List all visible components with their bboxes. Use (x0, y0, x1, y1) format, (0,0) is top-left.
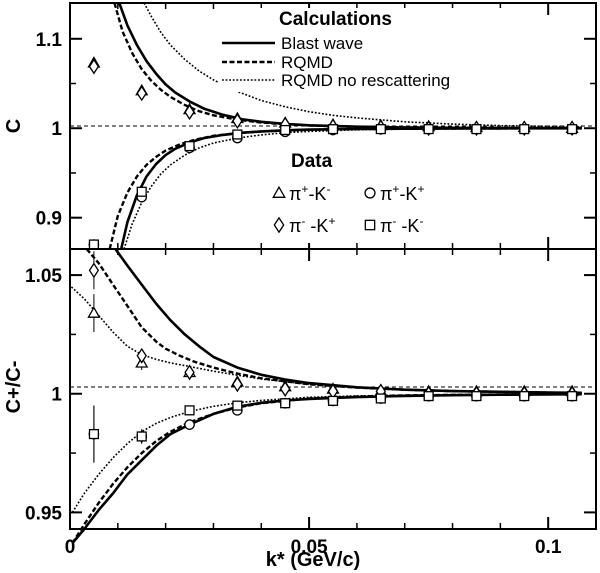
top-point-piminus-minuskminus (423, 124, 434, 135)
bottom-point-piminus-minuskplus (88, 262, 100, 279)
bottom-x-tick-label: 0 (65, 537, 76, 558)
bottom-point-piminus-minuskminus (232, 400, 243, 411)
data-legend-title: Data (291, 151, 333, 172)
top-point-piminus-minuskminus (327, 124, 339, 135)
data-legend-label-diamond: π- -K+ (289, 214, 335, 236)
bottom-y-axis-title: C+/C- (3, 361, 25, 414)
bottom-point-piminus-minuskminus (136, 431, 147, 442)
bottom-curve-rqmd-upper (85, 248, 582, 394)
legend-background (218, 8, 518, 92)
bottom-y-tick-label: 1 (51, 385, 62, 406)
bottom-y-tick-label: 0.95 (25, 503, 62, 524)
bottom-curve-rqmd-lower (71, 393, 582, 544)
top-point-piminus-minuskminus (375, 124, 386, 135)
legend-title: Calculations (279, 9, 392, 30)
bottom-point-piminus-minuskminus (375, 393, 386, 404)
bottom-curve-blast-wave-lower (71, 392, 582, 545)
data-legend-marker-circle (364, 187, 376, 199)
data-legend-marker-square (364, 219, 376, 231)
top-point-piminus-minuskminus (88, 239, 99, 250)
bottom-point-piminus-minuskminus (184, 405, 195, 416)
top-point-piminus-minuskplus (184, 104, 195, 121)
top-point-piminus-minuskminus (567, 124, 578, 135)
bottom-point-piminus-minuskplus (184, 364, 195, 381)
bottom-point-piminus-minuskplus (136, 347, 147, 364)
x-axis-title: k* (GeV/c) (266, 549, 360, 571)
top-point-piminus-minuskminus (232, 129, 243, 140)
top-y-axis-title: C (3, 119, 25, 133)
top-point-piminus-minuskplus (232, 113, 243, 130)
bottom-point-piminus-minuskminus (88, 429, 99, 440)
bottom-panel-frame (69, 248, 597, 530)
bottom-curve-rqmd-no-rescattering-lower (71, 393, 582, 513)
bottom-x-tick-label: 0.1 (535, 537, 562, 558)
bottom-curves (70, 248, 582, 545)
legend-label-blast-wave: Blast wave (281, 34, 363, 53)
bottom-point-piplusminuskplus (184, 419, 195, 430)
bottom-ticks: 0.95 1 1.05 0 0.05 0.1 (25, 249, 597, 558)
data-legend: Data π+-K-π+-K+ π- -K+ π- -K- (265, 143, 465, 243)
data-legend-label-square: π- -K- (380, 214, 423, 236)
data-legend-label-circle: π+-K+ (380, 182, 424, 204)
bottom-point-piminus-minuskminus (423, 391, 434, 402)
data-legend-marker-triangle (272, 185, 286, 198)
top-point-piminus-minuskminus (280, 124, 291, 136)
legend-label-rqmd-no-rescattering: RQMD no rescattering (281, 71, 450, 90)
bottom-curve-rqmd-no-rescattering-upper (70, 286, 582, 394)
bottom-point-piminus-minuskminus (327, 395, 339, 406)
bottom-point-piminus-minuskminus (567, 391, 578, 402)
legend-label-rqmd: RQMD (281, 53, 333, 72)
data-legend-marker-diamond (273, 216, 285, 234)
top-point-piminus-minuskplus (88, 58, 100, 75)
bottom-point-piplusminuskminus (87, 306, 101, 318)
bottom-point-piminus-minuskminus (471, 391, 482, 402)
top-points (87, 56, 579, 250)
top-curve-rqmd-no-rescattering-upper (143, 2, 582, 128)
top-point-piminus-minuskminus (136, 186, 147, 197)
top-point-piminus-minuskplus (136, 85, 147, 102)
bottom-point-piminus-minuskplus (279, 381, 291, 397)
calculations-legend: Calculations Blast wave RQMD RQMD no res… (218, 8, 518, 92)
data-legend-entries: π+-K-π+-K+ π- -K+ π- -K- (272, 182, 424, 236)
bottom-point-piminus-minuskplus (232, 376, 243, 393)
top-panel: 0.9 1 1.1 Calculations Blast wave RQMD RQM… (36, 2, 597, 250)
bottom-x-tick-label: 0.05 (291, 537, 328, 558)
top-y-tick-label: 0.9 (36, 209, 62, 230)
top-point-piminus-minuskminus (471, 124, 482, 135)
top-y-tick-label: 1.1 (36, 30, 63, 51)
bottom-y-tick-label: 1.05 (25, 266, 62, 287)
top-curve-rqmd-lower (108, 127, 582, 250)
top-point-piminus-minuskminus (184, 141, 195, 152)
top-point-piminus-minuskminus (519, 124, 530, 135)
bottom-point-piminus-minuskminus (519, 391, 530, 402)
top-y-tick-label: 1 (51, 119, 62, 140)
bottom-points (87, 251, 579, 463)
bottom-panel: 0.95 1 1.05 0 0.05 0.1 (25, 248, 597, 558)
bottom-point-piminus-minuskminus (280, 398, 291, 409)
data-legend-label-triangle: π+-K- (289, 182, 330, 204)
